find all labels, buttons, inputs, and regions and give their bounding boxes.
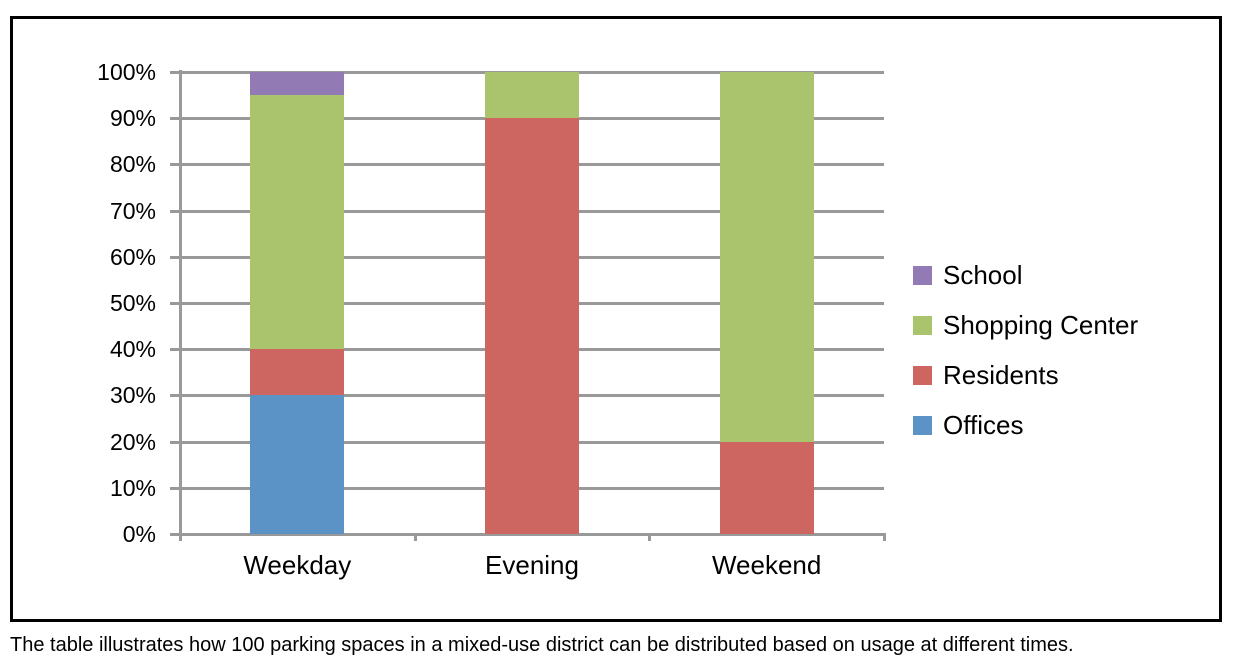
bar-segment-shopping-center: [719, 72, 814, 442]
y-tick-label: 30%: [109, 382, 156, 409]
x-tick: [179, 533, 182, 541]
bar-segment-residents: [485, 118, 579, 534]
x-tick-label: Evening: [485, 550, 579, 580]
legend-item: Residents: [913, 350, 1138, 400]
y-tick-label: 90%: [109, 105, 156, 132]
bar-evening: [485, 72, 579, 534]
bar-weekend: [719, 72, 814, 534]
legend-label: Residents: [943, 359, 1059, 390]
y-tick-label: 100%: [97, 59, 156, 85]
bar-segment-shopping-center: [485, 72, 579, 119]
x-tick: [648, 533, 652, 541]
y-tick-label: 0%: [122, 521, 156, 547]
gridline: [170, 533, 884, 536]
legend: School Shopping Center Residents Offices: [913, 250, 1138, 450]
legend-item: School: [913, 250, 1138, 300]
legend-swatch-icon: [913, 315, 932, 335]
y-tick-label: 60%: [109, 243, 156, 270]
bar-segment-residents: [250, 349, 345, 396]
legend-label: School: [943, 259, 1023, 290]
legend-label: Shopping Center: [943, 309, 1139, 340]
y-tick-label: 70%: [109, 197, 156, 224]
y-tick-label: 20%: [109, 428, 156, 455]
x-tick: [413, 533, 417, 541]
x-tick: [883, 533, 886, 541]
bar-segment-shopping-center: [250, 95, 345, 350]
y-tick-label: 10%: [109, 474, 156, 501]
legend-item: Shopping Center: [913, 300, 1138, 350]
y-axis: [179, 70, 182, 541]
y-tick-label: 40%: [109, 336, 156, 363]
caption: The table illustrates how 100 parking sp…: [10, 634, 1074, 656]
bar-segment-residents: [719, 441, 814, 534]
x-tick-label: Weekend: [711, 550, 822, 580]
y-tick-label: 80%: [109, 151, 156, 178]
legend-item: Offices: [913, 400, 1138, 450]
chart-frame: [10, 16, 1222, 622]
y-tick-label: 50%: [109, 290, 156, 316]
bar-weekday: [250, 72, 345, 534]
bar-segment-offices: [250, 395, 345, 534]
legend-swatch-icon: [913, 415, 932, 435]
bar-segment-school: [250, 72, 345, 96]
x-tick-label: Weekday: [243, 550, 352, 580]
legend-label: Offices: [943, 409, 1024, 440]
legend-swatch-icon: [913, 265, 932, 285]
legend-swatch-icon: [913, 365, 932, 385]
